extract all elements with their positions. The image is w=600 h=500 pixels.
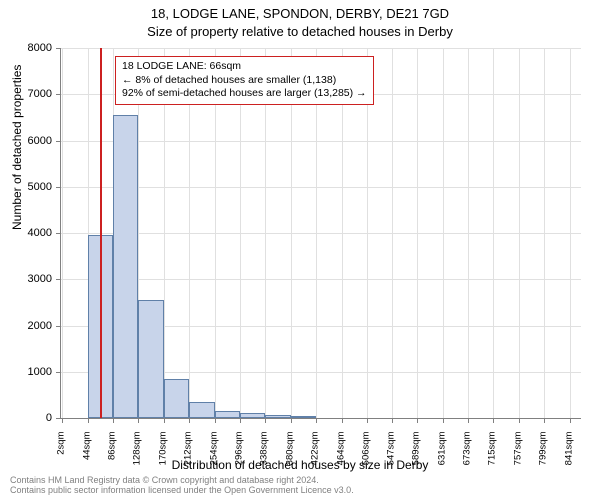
y-tick-label: 0 xyxy=(0,412,52,424)
gridline-v xyxy=(570,48,571,418)
histogram-bar xyxy=(265,415,290,418)
y-tick-label: 7000 xyxy=(0,88,52,100)
x-tick-mark xyxy=(392,418,393,423)
x-tick-label: 44sqm xyxy=(81,432,92,482)
x-tick-label: 799sqm xyxy=(538,432,549,482)
x-tick-label: 589sqm xyxy=(411,432,422,482)
histogram-bar xyxy=(164,379,189,418)
callout-line2: ← 8% of detached houses are smaller (1,1… xyxy=(122,74,367,88)
y-tick-label: 6000 xyxy=(0,135,52,147)
x-tick-mark xyxy=(291,418,292,423)
x-tick-mark xyxy=(544,418,545,423)
callout-line3: 92% of semi-detached houses are larger (… xyxy=(122,87,367,101)
gridline-v xyxy=(519,48,520,418)
attribution-line2: Contains public sector information licen… xyxy=(10,486,354,496)
y-tick-mark xyxy=(56,48,61,49)
x-tick-mark xyxy=(316,418,317,423)
x-tick-label: 506sqm xyxy=(360,432,371,482)
x-tick-label: 86sqm xyxy=(107,432,118,482)
x-tick-label: 673sqm xyxy=(461,432,472,482)
x-tick-mark xyxy=(164,418,165,423)
x-tick-label: 296sqm xyxy=(233,432,244,482)
x-tick-mark xyxy=(417,418,418,423)
x-tick-label: 757sqm xyxy=(512,432,523,482)
gridline-v xyxy=(443,48,444,418)
y-tick-mark xyxy=(56,418,61,419)
property-callout: 18 LODGE LANE: 66sqm← 8% of detached hou… xyxy=(115,56,374,105)
x-tick-label: 212sqm xyxy=(183,432,194,482)
histogram-chart: 18 LODGE LANE: 66sqm← 8% of detached hou… xyxy=(60,48,580,418)
x-tick-mark xyxy=(265,418,266,423)
callout-line1: 18 LODGE LANE: 66sqm xyxy=(122,60,367,74)
x-tick-mark xyxy=(519,418,520,423)
y-tick-label: 5000 xyxy=(0,181,52,193)
property-marker-line xyxy=(100,48,102,418)
y-tick-label: 1000 xyxy=(0,366,52,378)
histogram-bar xyxy=(189,402,214,418)
histogram-bar xyxy=(291,416,316,418)
gridline-v xyxy=(62,48,63,418)
x-tick-mark xyxy=(342,418,343,423)
x-tick-label: 128sqm xyxy=(132,432,143,482)
gridline-v xyxy=(392,48,393,418)
gridline-v xyxy=(417,48,418,418)
histogram-bar xyxy=(240,413,265,418)
x-tick-mark xyxy=(468,418,469,423)
x-tick-mark xyxy=(367,418,368,423)
x-tick-mark xyxy=(570,418,571,423)
histogram-bar xyxy=(215,411,240,418)
histogram-bar xyxy=(138,300,163,418)
chart-title-line2: Size of property relative to detached ho… xyxy=(0,24,600,39)
x-tick-label: 547sqm xyxy=(385,432,396,482)
y-tick-label: 8000 xyxy=(0,42,52,54)
y-tick-mark xyxy=(56,141,61,142)
x-tick-mark xyxy=(443,418,444,423)
x-tick-mark xyxy=(62,418,63,423)
x-tick-label: 464sqm xyxy=(335,432,346,482)
y-tick-mark xyxy=(56,187,61,188)
y-tick-mark xyxy=(56,279,61,280)
x-tick-label: 631sqm xyxy=(436,432,447,482)
x-tick-mark xyxy=(138,418,139,423)
x-tick-mark xyxy=(113,418,114,423)
x-tick-label: 254sqm xyxy=(208,432,219,482)
gridline-v xyxy=(468,48,469,418)
y-tick-mark xyxy=(56,326,61,327)
x-tick-mark xyxy=(215,418,216,423)
chart-title-line1: 18, LODGE LANE, SPONDON, DERBY, DE21 7GD xyxy=(0,6,600,21)
x-tick-label: 2sqm xyxy=(56,432,67,482)
histogram-bar xyxy=(113,115,138,418)
y-tick-mark xyxy=(56,94,61,95)
x-tick-mark xyxy=(88,418,89,423)
y-tick-mark xyxy=(56,233,61,234)
x-tick-label: 380sqm xyxy=(284,432,295,482)
x-tick-label: 338sqm xyxy=(259,432,270,482)
x-tick-label: 170sqm xyxy=(157,432,168,482)
y-tick-label: 3000 xyxy=(0,273,52,285)
x-tick-mark xyxy=(189,418,190,423)
gridline-v xyxy=(493,48,494,418)
gridline-v xyxy=(544,48,545,418)
chart-container: 18, LODGE LANE, SPONDON, DERBY, DE21 7GD… xyxy=(0,0,600,500)
y-tick-mark xyxy=(56,372,61,373)
x-tick-mark xyxy=(240,418,241,423)
plot-area: 18 LODGE LANE: 66sqm← 8% of detached hou… xyxy=(60,48,581,419)
x-tick-label: 841sqm xyxy=(563,432,574,482)
x-tick-label: 422sqm xyxy=(310,432,321,482)
x-tick-label: 715sqm xyxy=(487,432,498,482)
x-tick-mark xyxy=(493,418,494,423)
y-tick-label: 2000 xyxy=(0,320,52,332)
y-tick-label: 4000 xyxy=(0,227,52,239)
